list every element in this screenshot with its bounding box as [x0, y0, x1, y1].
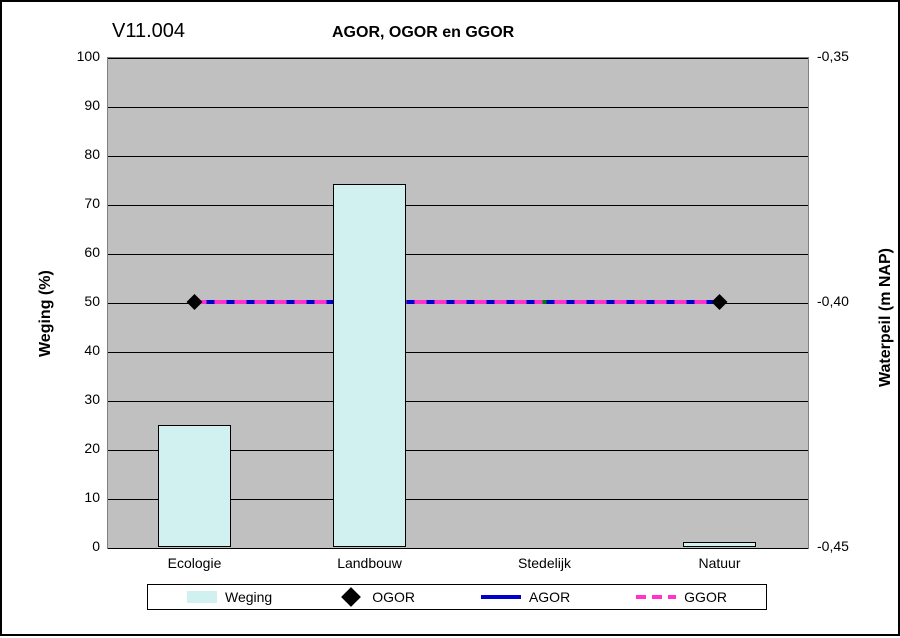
x-tick: Ecologie: [168, 555, 222, 571]
legend-item-agor: AGOR: [481, 589, 570, 605]
bar: [683, 542, 757, 547]
gridline: [108, 107, 808, 108]
legend-item-ogor: OGOR: [338, 589, 415, 605]
legend-label: GGOR: [684, 589, 727, 605]
bar: [158, 425, 232, 548]
legend-item-weging: Weging: [187, 589, 272, 605]
bar: [333, 184, 407, 547]
y-right-tick: -0,45: [817, 538, 849, 554]
diamond-marker-icon: [341, 587, 361, 607]
legend-item-ggor: GGOR: [636, 589, 727, 605]
x-tick: Stedelijk: [518, 555, 571, 571]
y-left-tick: 100: [62, 48, 100, 64]
chart-title: AGOR, OGOR en GGOR: [332, 24, 514, 42]
chart-subtitle: V11.004: [112, 20, 185, 43]
x-tick: Landbouw: [337, 555, 402, 571]
gridline: [108, 205, 808, 206]
y-left-tick: 20: [62, 440, 100, 456]
gridline: [108, 156, 808, 157]
y-left-tick: 70: [62, 195, 100, 211]
dash-line-swatch-icon: [636, 595, 676, 599]
gridline: [108, 303, 808, 304]
legend-label: AGOR: [529, 589, 570, 605]
gridline: [108, 401, 808, 402]
y-left-tick: 40: [62, 342, 100, 358]
bar-swatch-icon: [187, 591, 217, 603]
y-left-tick: 10: [62, 489, 100, 505]
y-axis-right-label: Waterpeil (m NAP): [877, 248, 895, 387]
y-left-tick: 30: [62, 391, 100, 407]
gridline: [108, 352, 808, 353]
y-left-tick: 60: [62, 244, 100, 260]
legend-label: OGOR: [372, 589, 415, 605]
x-tick: Natuur: [698, 555, 740, 571]
y-axis-left-label: Weging (%): [37, 270, 55, 357]
gridline: [108, 58, 808, 59]
legend: Weging OGOR AGOR GGOR: [147, 584, 767, 610]
gridline: [108, 548, 808, 549]
chart-frame: V11.004 AGOR, OGOR en GGOR Weging (%) Wa…: [0, 0, 900, 636]
line-swatch-icon: [481, 595, 521, 599]
legend-label: Weging: [225, 589, 272, 605]
y-left-tick: 80: [62, 146, 100, 162]
gridline: [108, 254, 808, 255]
y-right-tick: -0,35: [817, 48, 849, 64]
y-left-tick: 0: [62, 538, 100, 554]
y-right-tick: -0,40: [817, 293, 849, 309]
y-left-tick: 50: [62, 293, 100, 309]
y-left-tick: 90: [62, 97, 100, 113]
